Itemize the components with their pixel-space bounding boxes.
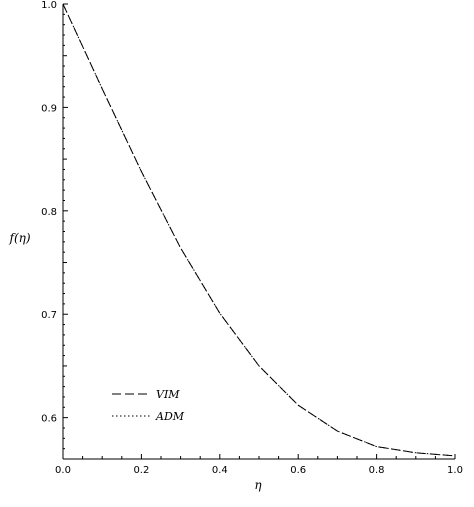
y-tick-label: 0.7 [41, 310, 57, 321]
legend: VIM ADM [112, 388, 185, 423]
axes [62, 4, 455, 460]
y-tick-label: 1.0 [41, 0, 57, 11]
x-tick-label: 0.4 [212, 465, 228, 476]
ticks: 0.0 0.2 0.4 0.6 0.8 1.0 0.6 0.7 0.8 0.9 1.0 [41, 0, 463, 476]
legend-label-vim: VIM [156, 388, 180, 401]
series-line-adm [62, 3, 456, 457]
y-tick-label: 0.8 [41, 207, 57, 218]
x-tick-label: 0.0 [55, 465, 71, 476]
y-axis-label: f(η) [9, 231, 31, 245]
x-tick-label: 0.6 [290, 465, 306, 476]
x-tick-label: 0.2 [133, 465, 149, 476]
y-tick-label: 0.9 [41, 103, 57, 114]
series-lines [62, 3, 456, 457]
x-tick-label: 0.8 [369, 465, 385, 476]
legend-label-adm: ADM [155, 410, 185, 423]
y-tick-label: 0.6 [41, 414, 57, 425]
x-axis-label: η [254, 478, 262, 492]
x-tick-label: 1.0 [447, 465, 463, 476]
series-line-vim [62, 3, 456, 457]
